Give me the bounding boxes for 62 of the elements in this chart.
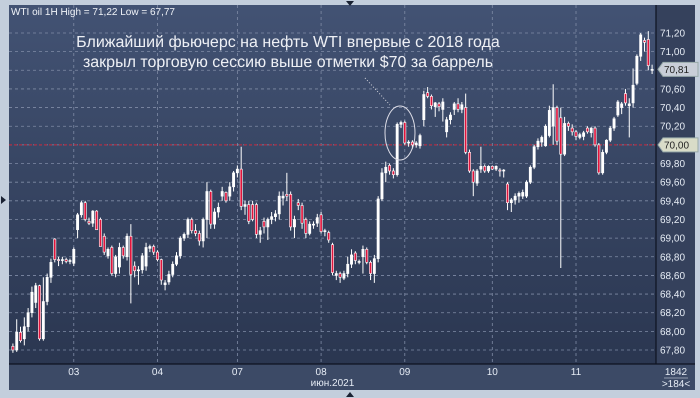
y-tick-label: 69,60 [660,178,686,189]
x-tick-label: 04 [152,367,164,378]
candlestick [338,271,342,284]
x-axis-title: июн.2021 [310,378,355,389]
y-tick-label: 71,20 [660,28,686,40]
candlestick [624,88,627,106]
x-tick-label: 03 [68,367,80,378]
candlestick [186,217,190,239]
y-tick-label: 68,00 [660,326,686,338]
annotation: 70,81 [664,64,690,76]
candlestick [320,212,323,234]
candlestick [403,120,406,146]
x-tick-label: 07 [232,367,244,378]
candlestick [418,133,422,150]
candlestick [570,124,574,136]
y-tick-label: 70,40 [660,103,686,114]
chart-title: WTI oil 1H High = 71,22 Low = 67,77 [11,7,176,18]
candlestick [334,270,338,281]
y-tick-label: 70,20 [660,122,686,133]
y-tick-label: 69,20 [660,214,686,226]
candlestick [15,318,18,352]
y-tick-label: 68,40 [660,290,686,301]
x-tick-label: 11 [570,367,582,378]
candlestick [327,230,330,244]
candlestick [452,101,456,116]
candlestick [308,220,312,236]
candlestick [361,245,364,274]
y-tick-label: 69,80 [660,159,686,170]
x-tick-label: 10 [486,367,498,378]
candlestick [144,242,148,272]
y-tick-label: 68,20 [660,308,686,320]
y-tick-label: 67,80 [660,346,686,357]
candlestick [616,100,620,118]
ref-line-label: 70,00 [664,140,690,152]
y-tick-label: 68,80 [660,252,686,264]
annotation: Ближайший фьючерс на нефть WTI впервые с 2018 года закрыл торговую сессию выше отметки $70 за баррель [76,34,500,71]
text: 1842 [664,367,688,378]
candlestick [574,129,578,141]
candlestick [582,130,586,141]
x-tick-label: 09 [399,367,411,378]
candlestick [479,146,482,174]
y-tick-label: 69,40 [660,196,686,208]
y-tick-label: 69,00 [660,234,686,245]
x-tick-label: 08 [316,367,328,378]
y-tick-label: 71,00 [660,47,686,58]
candlestick [220,186,224,202]
candlestick [262,217,266,234]
candlestick [506,182,509,211]
candlestick [456,98,460,113]
candlestick [620,101,624,115]
candlestick [438,101,440,112]
candlestick [224,190,228,204]
text: >184< [662,379,690,390]
candlestick [517,190,520,204]
candlestick [118,242,121,274]
candlestick [91,210,94,228]
y-tick-label: 70,60 [660,84,686,96]
candlestick [354,250,357,265]
candlestick [247,200,250,225]
y-tick-label: 68,60 [660,270,686,282]
candlestick [552,84,555,146]
candlestick [84,200,87,222]
